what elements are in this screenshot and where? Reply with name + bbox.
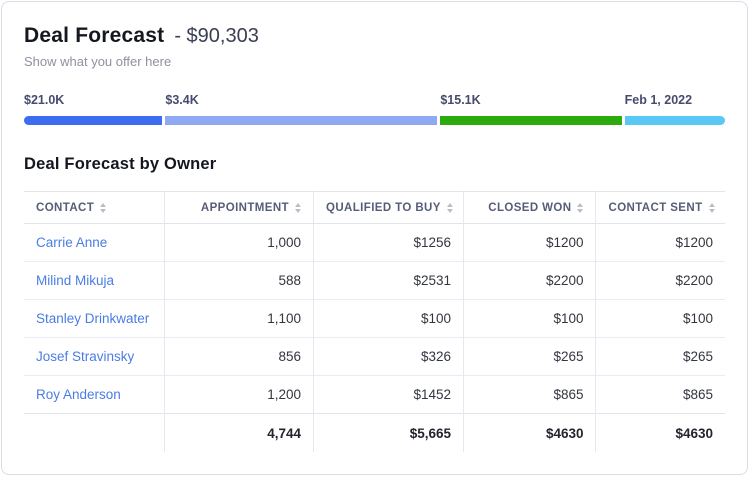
column-header[interactable]: CLOSED WON bbox=[462, 191, 596, 224]
column-header-label: APPOINTMENT bbox=[200, 201, 289, 214]
value-cell: $2200 bbox=[462, 261, 596, 300]
table-header-row: CONTACT APPOINTMENT QUALIFIED TO BUY CLOSED… bbox=[24, 191, 725, 224]
value-cell: $1256 bbox=[313, 223, 464, 262]
table-row: Josef Stravinsky 856 $326 $265 $265 bbox=[24, 337, 725, 376]
value-cell: $865 bbox=[595, 375, 725, 414]
column-header[interactable]: APPOINTMENT bbox=[163, 191, 314, 224]
totals-value-cell: $4630 bbox=[595, 413, 725, 452]
value-cell: 1,100 bbox=[163, 299, 314, 338]
sort-icon[interactable] bbox=[295, 202, 301, 213]
forecast-amount: - $90,303 bbox=[174, 25, 259, 47]
page-title: Deal Forecast bbox=[24, 24, 165, 47]
progress-bar bbox=[24, 116, 725, 125]
totals-empty-cell bbox=[24, 414, 164, 453]
value-cell: $2531 bbox=[313, 261, 464, 300]
value-cell: 856 bbox=[163, 337, 314, 376]
value-cell: $1452 bbox=[313, 375, 464, 414]
sort-icon[interactable] bbox=[446, 202, 453, 213]
page-subtitle: Show what you offer here bbox=[24, 54, 172, 69]
value-cell: $100 bbox=[595, 299, 725, 338]
progress-segment bbox=[165, 116, 438, 125]
progress-segment-label: $15.1K bbox=[440, 93, 481, 107]
totals-value-cell: $5,665 bbox=[313, 413, 464, 452]
table-row: Milind Mikuja 588 $2531 $2200 $2200 bbox=[24, 261, 725, 300]
value-cell: $100 bbox=[462, 299, 596, 338]
contact-cell: Josef Stravinsky bbox=[24, 338, 164, 376]
column-header[interactable]: CONTACT bbox=[24, 192, 164, 224]
value-cell: $2200 bbox=[595, 261, 725, 300]
value-cell: $1200 bbox=[462, 223, 596, 262]
progress-segment bbox=[24, 116, 163, 125]
value-cell: 1,000 bbox=[163, 223, 314, 262]
table-totals-row: 4,744 $5,665 $4630 $4630 bbox=[24, 413, 725, 453]
value-cell: 588 bbox=[163, 261, 314, 300]
totals-value-cell: $4630 bbox=[462, 413, 596, 452]
value-cell: $265 bbox=[595, 337, 725, 376]
column-header[interactable]: CONTACT SENT bbox=[595, 191, 725, 224]
column-header-label: CONTACT bbox=[36, 201, 95, 214]
deal-forecast-table: CONTACT APPOINTMENT QUALIFIED TO BUY CLOSED… bbox=[24, 191, 725, 452]
column-header-label: QUALIFIED TO BUY bbox=[326, 201, 441, 214]
value-cell: $1200 bbox=[595, 223, 725, 262]
contact-link[interactable]: Josef Stravinsky bbox=[36, 349, 135, 364]
column-header-label: CLOSED WON bbox=[488, 201, 572, 214]
contact-cell: Roy Anderson bbox=[24, 376, 164, 414]
progress-segment-label: $21.0K bbox=[24, 93, 65, 107]
progress-segment-label: Feb 1, 2022 bbox=[624, 93, 693, 107]
contact-cell: Milind Mikuja bbox=[24, 262, 164, 300]
column-header-label: CONTACT SENT bbox=[608, 201, 703, 214]
sort-icon[interactable] bbox=[708, 202, 715, 213]
card-header: Deal Forecast - $90,303 bbox=[24, 24, 725, 48]
table-body: Carrie Anne 1,000 $1256 $1200 $1200 Milind Mi… bbox=[24, 223, 725, 414]
forecast-progress: $21.0K $3.4K $15.1K Feb 1, 2022 bbox=[24, 93, 725, 125]
contact-link[interactable]: Stanley Drinkwater bbox=[36, 311, 150, 326]
contact-cell: Stanley Drinkwater bbox=[24, 300, 164, 338]
value-cell: $100 bbox=[313, 299, 464, 338]
progress-labels: $21.0K $3.4K $15.1K Feb 1, 2022 bbox=[24, 93, 725, 107]
contact-cell: Carrie Anne bbox=[24, 224, 164, 262]
contact-link[interactable]: Milind Mikuja bbox=[36, 273, 115, 288]
table-row: Roy Anderson 1,200 $1452 $865 $865 bbox=[24, 375, 725, 414]
table-title: Deal Forecast by Owner bbox=[24, 155, 217, 173]
progress-segment bbox=[440, 116, 622, 125]
sort-icon[interactable] bbox=[577, 202, 584, 213]
value-cell: $265 bbox=[462, 337, 596, 376]
totals-value-cell: 4,744 bbox=[163, 413, 314, 452]
table-row: Carrie Anne 1,000 $1256 $1200 $1200 bbox=[24, 223, 725, 262]
contact-link[interactable]: Roy Anderson bbox=[36, 387, 121, 402]
column-header[interactable]: QUALIFIED TO BUY bbox=[313, 191, 464, 224]
table-row: Stanley Drinkwater 1,100 $100 $100 $100 bbox=[24, 299, 725, 338]
value-cell: $865 bbox=[462, 375, 596, 414]
contact-link[interactable]: Carrie Anne bbox=[36, 235, 108, 250]
value-cell: $326 bbox=[313, 337, 464, 376]
value-cell: 1,200 bbox=[163, 375, 314, 414]
progress-segment bbox=[624, 116, 725, 125]
sort-icon[interactable] bbox=[100, 202, 107, 213]
progress-segment-label: $3.4K bbox=[165, 93, 199, 107]
